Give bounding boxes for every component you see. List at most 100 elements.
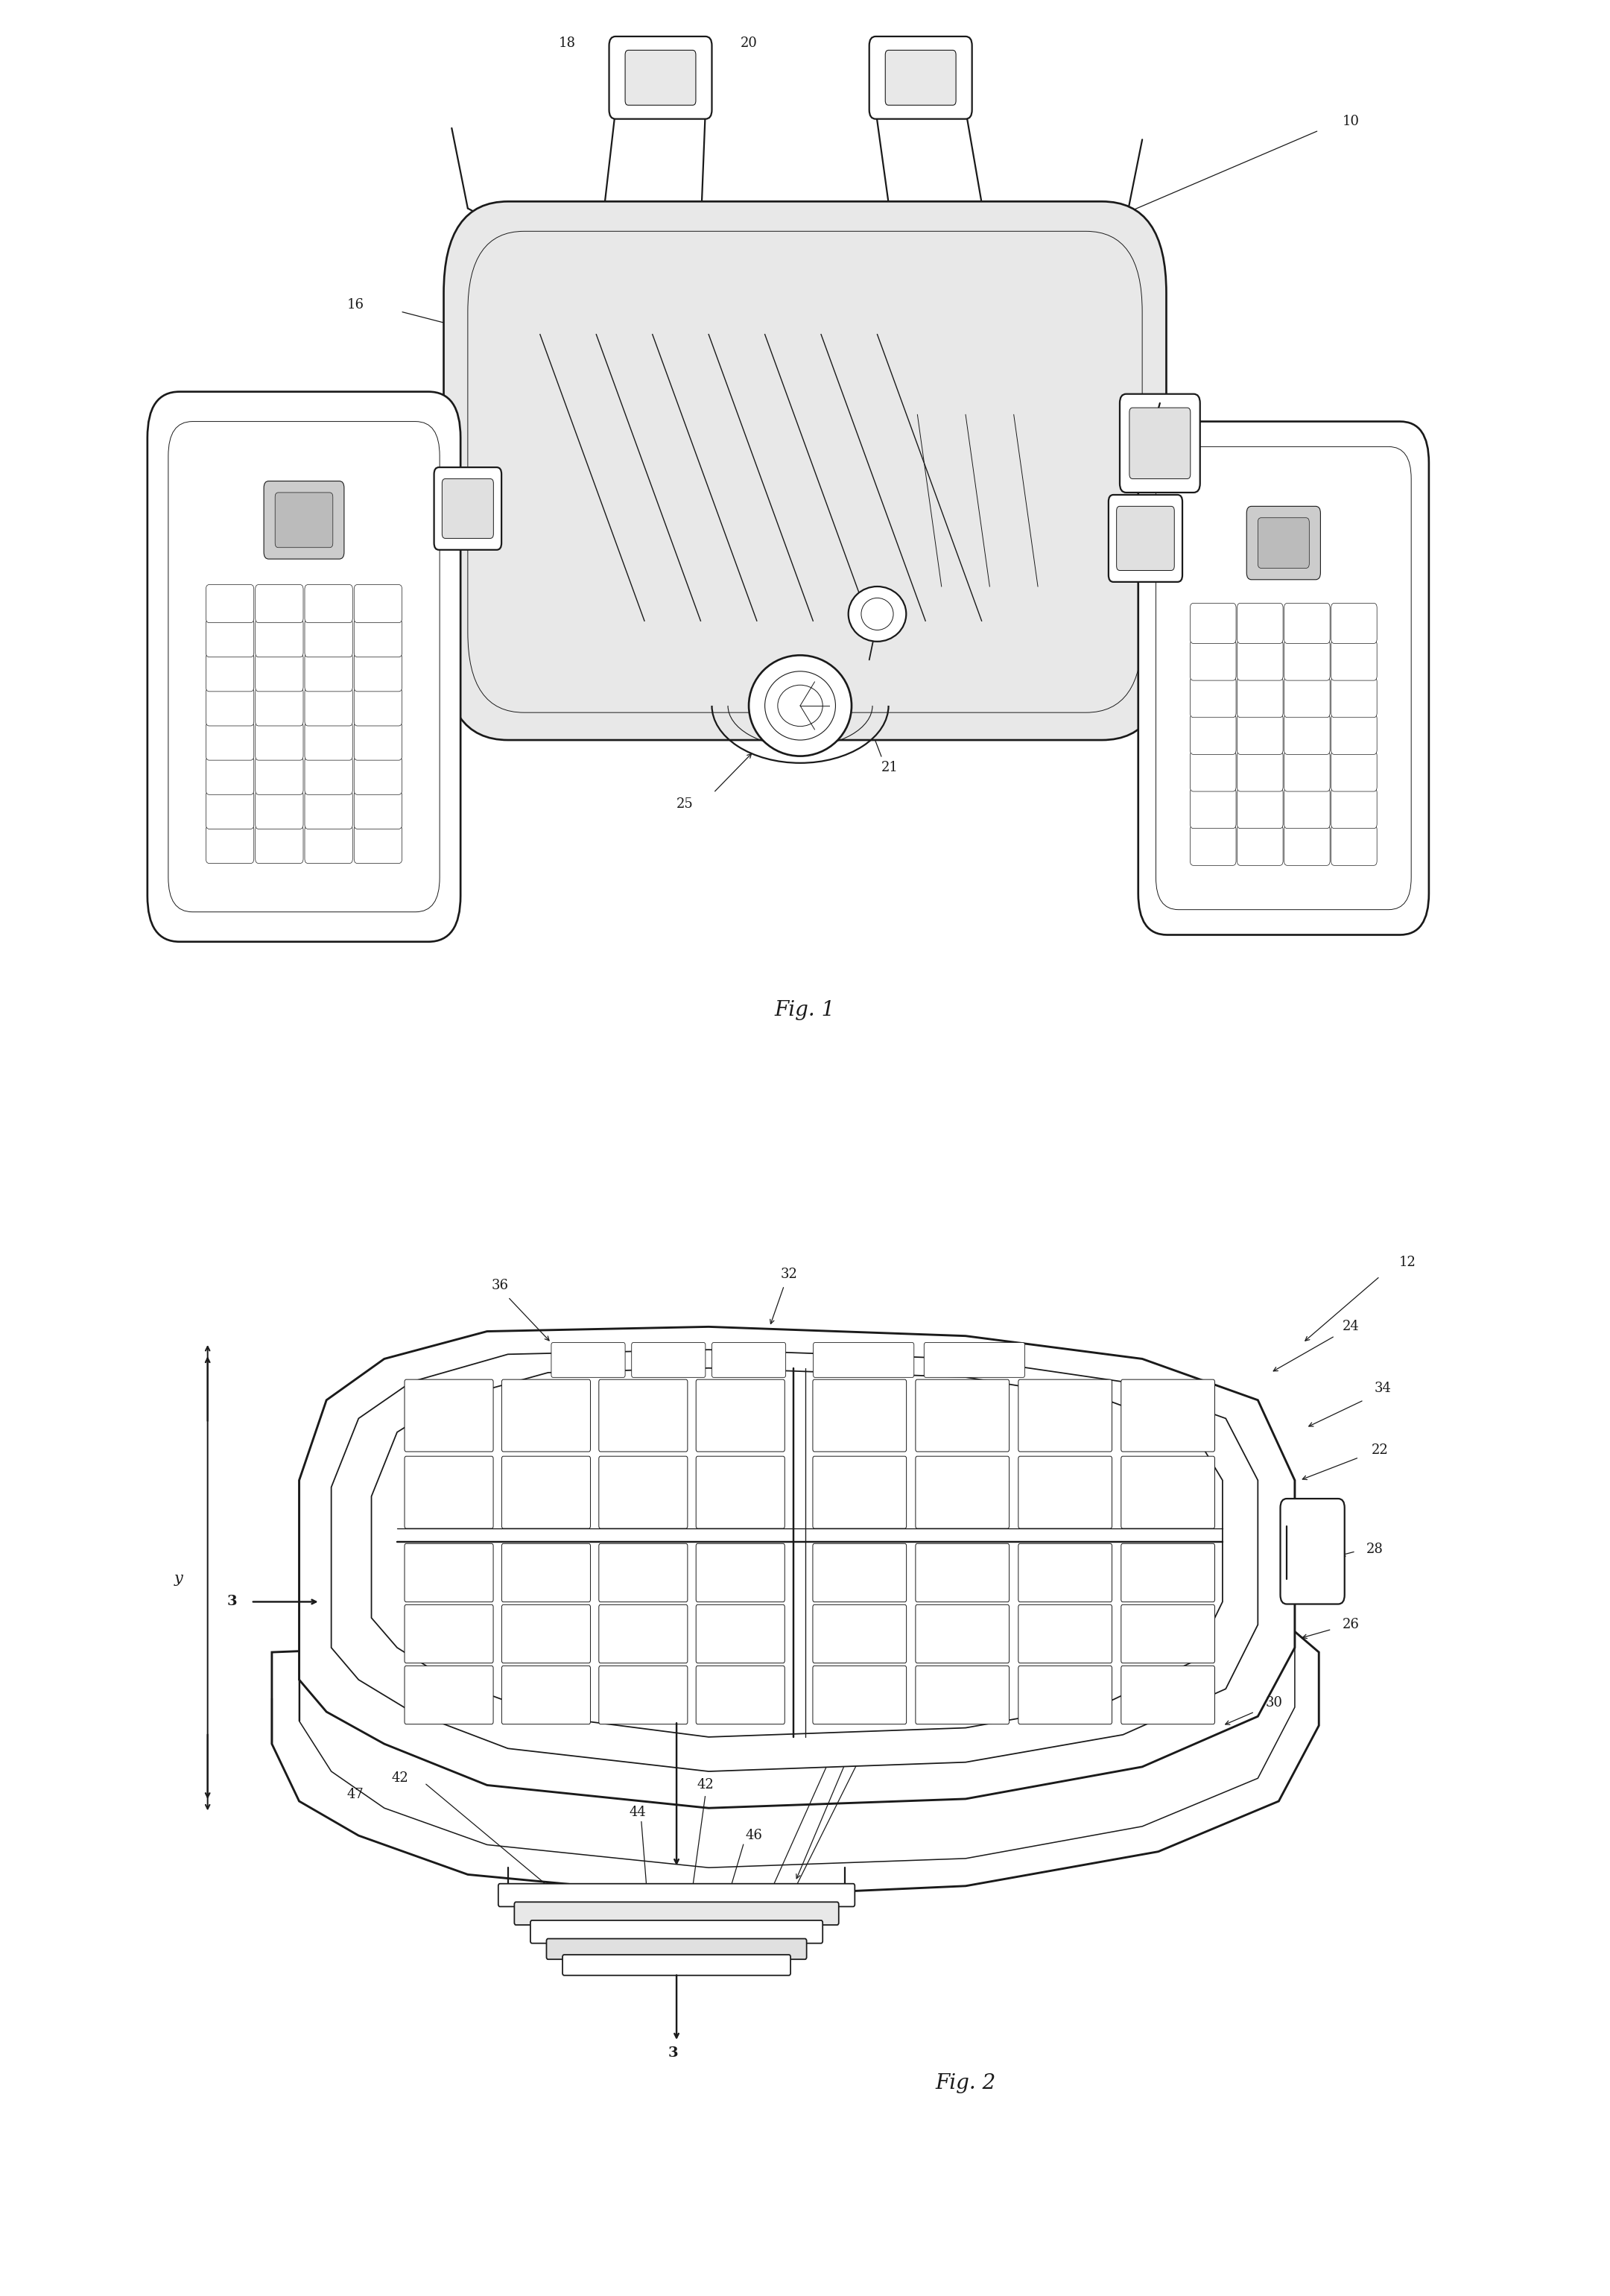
FancyBboxPatch shape	[304, 654, 353, 691]
Text: 18: 18	[311, 542, 328, 553]
FancyBboxPatch shape	[1331, 788, 1377, 829]
FancyBboxPatch shape	[354, 723, 402, 760]
Ellipse shape	[861, 597, 894, 629]
FancyBboxPatch shape	[631, 1343, 705, 1378]
FancyBboxPatch shape	[813, 1380, 906, 1451]
FancyBboxPatch shape	[275, 494, 333, 546]
FancyBboxPatch shape	[206, 758, 254, 794]
Text: 16: 16	[346, 298, 364, 312]
Text: 47: 47	[906, 1681, 923, 1692]
FancyBboxPatch shape	[443, 480, 493, 537]
FancyBboxPatch shape	[696, 1456, 784, 1529]
FancyBboxPatch shape	[599, 1605, 687, 1662]
FancyBboxPatch shape	[304, 790, 353, 829]
FancyBboxPatch shape	[1236, 788, 1283, 829]
Polygon shape	[477, 236, 1138, 712]
FancyBboxPatch shape	[264, 482, 345, 558]
FancyBboxPatch shape	[1285, 751, 1330, 792]
Text: 40: 40	[913, 1596, 929, 1609]
FancyBboxPatch shape	[1257, 517, 1309, 567]
Polygon shape	[299, 1621, 1294, 1867]
Polygon shape	[332, 1350, 1257, 1773]
FancyBboxPatch shape	[813, 1456, 906, 1529]
FancyBboxPatch shape	[813, 1543, 906, 1603]
FancyBboxPatch shape	[1285, 677, 1330, 716]
FancyBboxPatch shape	[404, 1667, 493, 1724]
FancyBboxPatch shape	[206, 824, 254, 863]
FancyBboxPatch shape	[404, 1380, 493, 1451]
Text: 28: 28	[1367, 1543, 1383, 1557]
FancyBboxPatch shape	[1331, 714, 1377, 755]
Text: 32: 32	[1294, 815, 1311, 829]
FancyBboxPatch shape	[502, 1543, 591, 1603]
FancyBboxPatch shape	[1018, 1380, 1113, 1451]
FancyBboxPatch shape	[1236, 641, 1283, 680]
FancyBboxPatch shape	[599, 1380, 687, 1451]
FancyBboxPatch shape	[148, 393, 460, 941]
FancyBboxPatch shape	[696, 1380, 784, 1451]
Ellipse shape	[749, 654, 852, 755]
FancyBboxPatch shape	[354, 689, 402, 726]
FancyBboxPatch shape	[609, 37, 712, 119]
FancyBboxPatch shape	[256, 723, 303, 760]
FancyBboxPatch shape	[1109, 496, 1182, 581]
FancyBboxPatch shape	[256, 654, 303, 691]
Text: 22: 22	[1195, 728, 1212, 742]
Text: 40: 40	[343, 606, 361, 618]
FancyBboxPatch shape	[696, 1667, 784, 1724]
FancyBboxPatch shape	[304, 585, 353, 622]
FancyBboxPatch shape	[1018, 1456, 1113, 1529]
FancyBboxPatch shape	[206, 620, 254, 657]
FancyBboxPatch shape	[354, 824, 402, 863]
FancyBboxPatch shape	[354, 758, 402, 794]
FancyBboxPatch shape	[886, 51, 956, 106]
FancyBboxPatch shape	[1285, 824, 1330, 866]
FancyBboxPatch shape	[916, 1667, 1009, 1724]
FancyBboxPatch shape	[514, 1901, 839, 1924]
Text: 32: 32	[781, 1267, 797, 1281]
FancyBboxPatch shape	[502, 1605, 591, 1662]
FancyBboxPatch shape	[502, 1667, 591, 1724]
FancyBboxPatch shape	[1331, 824, 1377, 866]
FancyBboxPatch shape	[1190, 604, 1236, 643]
FancyBboxPatch shape	[562, 1954, 791, 1975]
Text: 47: 47	[346, 1789, 364, 1800]
FancyBboxPatch shape	[444, 202, 1166, 739]
FancyBboxPatch shape	[1236, 824, 1283, 866]
Text: 46: 46	[745, 1830, 762, 1841]
FancyBboxPatch shape	[469, 232, 1141, 712]
FancyBboxPatch shape	[1285, 788, 1330, 829]
FancyBboxPatch shape	[1190, 714, 1236, 755]
FancyBboxPatch shape	[1121, 1605, 1216, 1662]
Polygon shape	[299, 1327, 1294, 1807]
FancyBboxPatch shape	[1246, 507, 1320, 579]
FancyBboxPatch shape	[1236, 714, 1283, 755]
FancyBboxPatch shape	[599, 1456, 687, 1529]
FancyBboxPatch shape	[813, 1667, 906, 1724]
Text: 3: 3	[227, 1596, 237, 1609]
FancyBboxPatch shape	[256, 758, 303, 794]
Text: 20: 20	[741, 37, 757, 51]
FancyBboxPatch shape	[1285, 604, 1330, 643]
FancyBboxPatch shape	[256, 790, 303, 829]
FancyBboxPatch shape	[1236, 677, 1283, 716]
FancyBboxPatch shape	[1331, 751, 1377, 792]
FancyBboxPatch shape	[206, 689, 254, 726]
FancyBboxPatch shape	[304, 824, 353, 863]
FancyBboxPatch shape	[354, 585, 402, 622]
FancyBboxPatch shape	[530, 1919, 823, 1942]
Text: 40: 40	[1050, 613, 1067, 627]
FancyBboxPatch shape	[1117, 507, 1174, 569]
FancyBboxPatch shape	[1156, 448, 1412, 909]
FancyBboxPatch shape	[304, 620, 353, 657]
FancyBboxPatch shape	[1236, 751, 1283, 792]
FancyBboxPatch shape	[304, 758, 353, 794]
FancyBboxPatch shape	[1018, 1605, 1113, 1662]
FancyBboxPatch shape	[916, 1380, 1009, 1451]
FancyBboxPatch shape	[551, 1343, 625, 1378]
FancyBboxPatch shape	[206, 723, 254, 760]
Text: 30: 30	[1265, 1697, 1283, 1708]
FancyBboxPatch shape	[1331, 604, 1377, 643]
FancyBboxPatch shape	[256, 620, 303, 657]
Text: Fig. 2: Fig. 2	[935, 2073, 997, 2094]
